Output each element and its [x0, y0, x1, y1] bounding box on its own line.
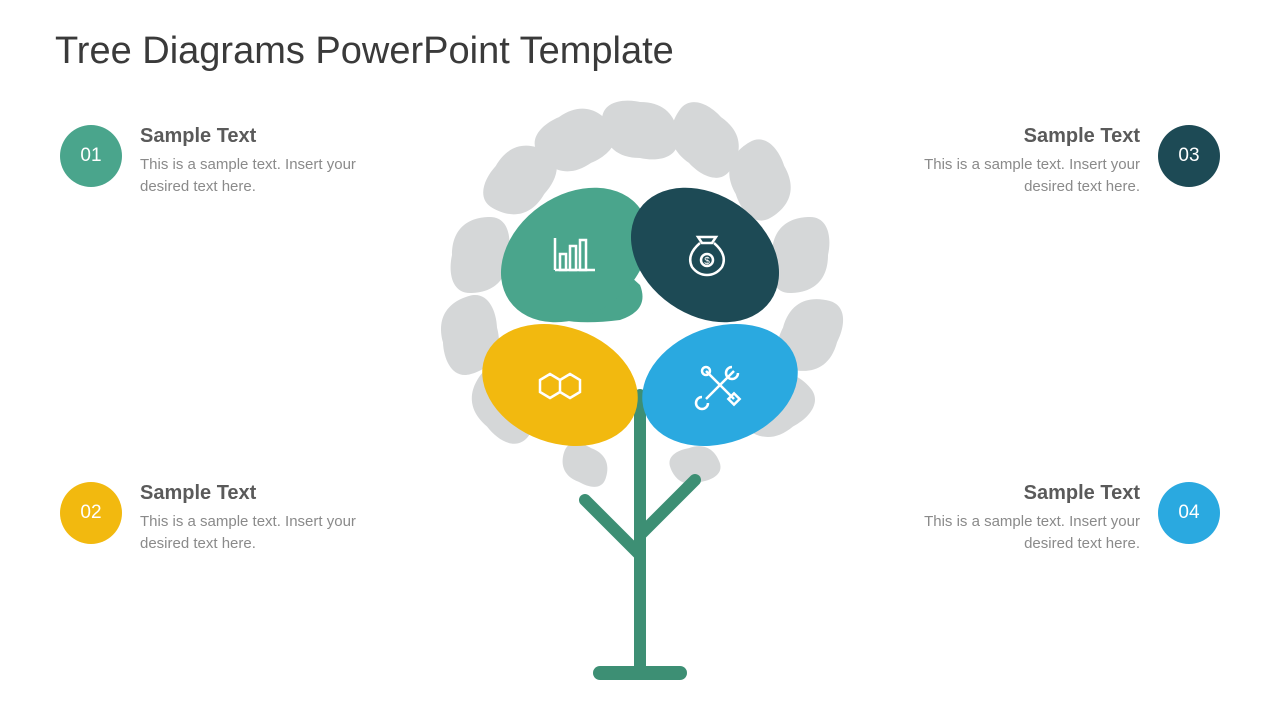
info-item-02: 02 Sample Text This is a sample text. In… — [60, 482, 380, 555]
item-body: This is a sample text. Insert your desir… — [140, 511, 380, 555]
info-item-04: 04 Sample Text This is a sample text. In… — [900, 482, 1220, 555]
number-badge-02: 02 — [60, 482, 122, 544]
item-heading: Sample Text — [140, 482, 380, 505]
page-title: Tree Diagrams PowerPoint Template — [55, 30, 674, 73]
svg-text:$: $ — [704, 256, 710, 267]
item-body: This is a sample text. Insert your desir… — [140, 154, 380, 198]
item-heading: Sample Text — [140, 125, 380, 148]
item-heading: Sample Text — [900, 482, 1140, 505]
info-item-03: 03 Sample Text This is a sample text. In… — [900, 125, 1220, 198]
number-badge-04: 04 — [1158, 482, 1220, 544]
number-badge-03: 03 — [1158, 125, 1220, 187]
info-item-01: 01 Sample Text This is a sample text. In… — [60, 125, 380, 198]
item-body: This is a sample text. Insert your desir… — [900, 511, 1140, 555]
item-body: This is a sample text. Insert your desir… — [900, 154, 1140, 198]
number-badge-01: 01 — [60, 125, 122, 187]
item-heading: Sample Text — [900, 125, 1140, 148]
tree-diagram: $ — [360, 95, 920, 695]
